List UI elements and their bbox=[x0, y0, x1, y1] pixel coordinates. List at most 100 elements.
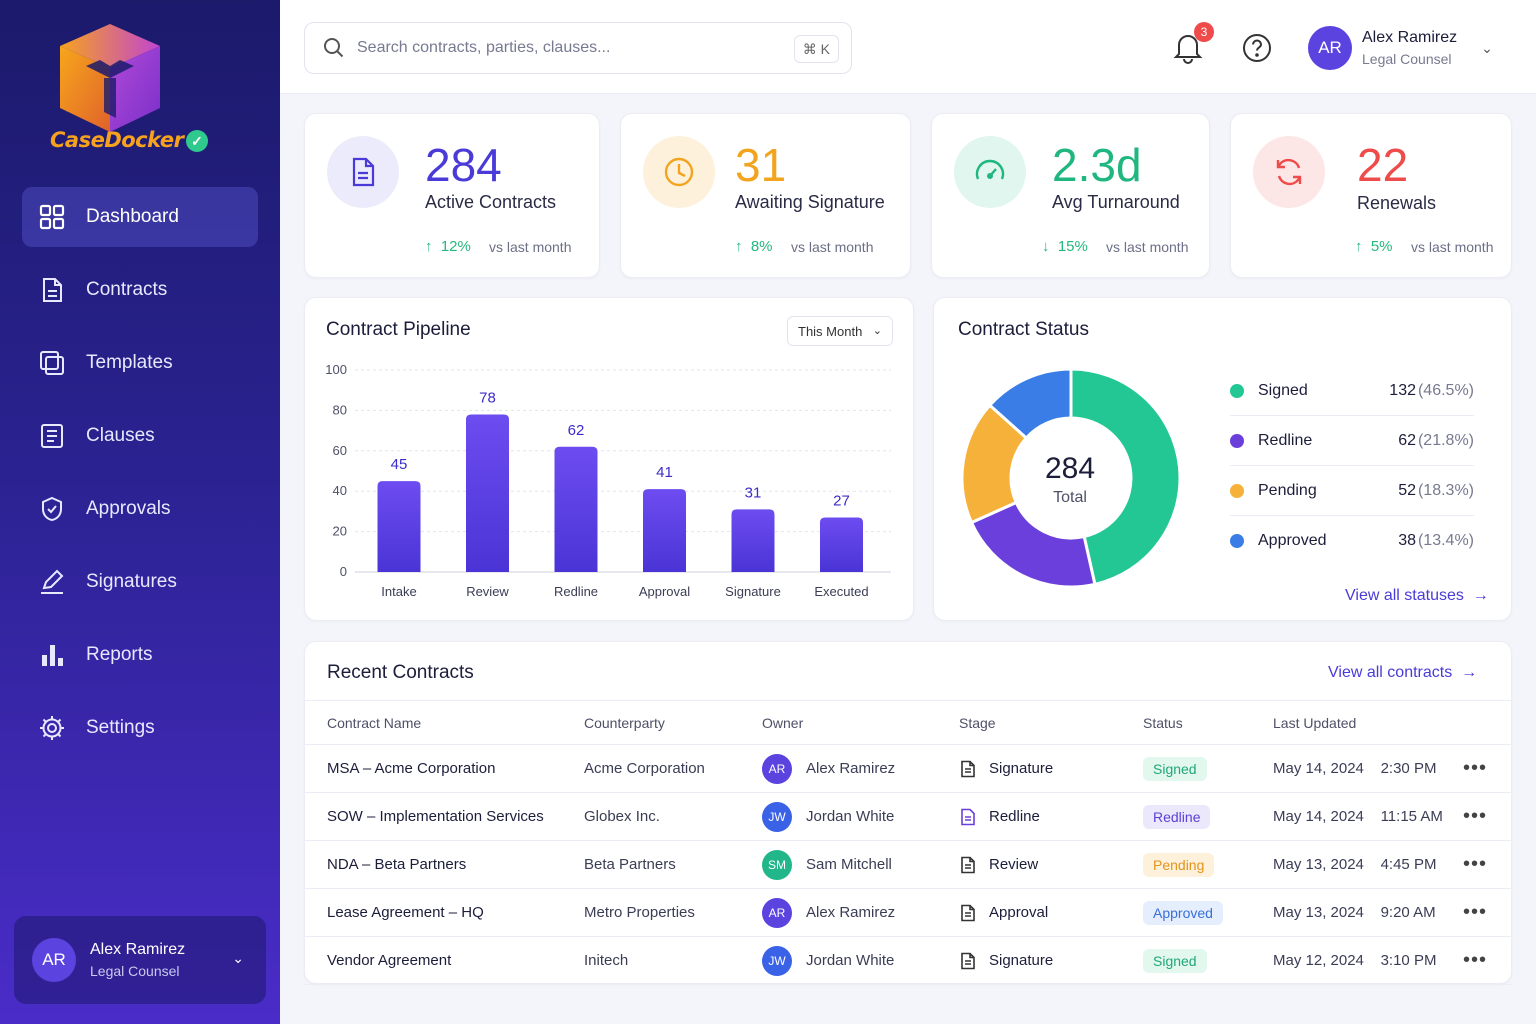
stage-cell: Redline bbox=[959, 792, 1143, 841]
gear-icon bbox=[38, 714, 66, 742]
donut-slice-redline[interactable] bbox=[969, 500, 1097, 589]
document-icon bbox=[961, 904, 975, 921]
bar[interactable] bbox=[554, 446, 598, 572]
more-options-icon[interactable]: ••• bbox=[1463, 757, 1488, 779]
status-cell: Redline bbox=[1143, 792, 1273, 841]
last-updated-cell: May 14, 2024 2:30 PM bbox=[1273, 744, 1463, 793]
contract-name[interactable]: MSA – Acme Corporation bbox=[305, 744, 584, 793]
sidebar-item-contracts[interactable]: Contracts bbox=[22, 260, 258, 320]
stat-card-awaiting-signature: 31 Awaiting Signature ↑ 8% vs last month bbox=[620, 113, 911, 278]
last-updated-cell: May 14, 2024 11:15 AM bbox=[1273, 792, 1463, 841]
pipeline-panel: Contract Pipeline This Month ⌄ 0 20 40 60 80… bbox=[304, 297, 914, 621]
more-options-icon[interactable]: ••• bbox=[1463, 805, 1488, 827]
link-label: View all contracts bbox=[1328, 664, 1453, 681]
chevron-down-icon[interactable]: ⌄ bbox=[232, 950, 244, 966]
bar[interactable] bbox=[377, 481, 421, 572]
date: May 14, 2024 bbox=[1273, 808, 1364, 825]
table-row[interactable]: MSA – Acme Corporation Acme Corporation … bbox=[305, 744, 1512, 793]
stat-label: Avg Turnaround bbox=[1052, 192, 1180, 212]
row-actions: ••• bbox=[1463, 936, 1512, 985]
stat-delta-value: 5% bbox=[1370, 238, 1393, 255]
contract-name[interactable]: Lease Agreement – HQ bbox=[305, 888, 584, 937]
column-header[interactable]: Stage bbox=[959, 700, 1143, 745]
view-all-statuses-link[interactable]: View all statuses → bbox=[1345, 587, 1489, 605]
y-tick-label: 0 bbox=[340, 564, 347, 579]
date: May 13, 2024 bbox=[1273, 904, 1364, 921]
sidebar-item-settings[interactable]: Settings bbox=[22, 698, 258, 758]
row-actions: ••• bbox=[1463, 744, 1512, 793]
search-input[interactable] bbox=[357, 39, 777, 57]
sidebar-user-card[interactable]: AR Alex Ramirez Legal Counsel ⌄ bbox=[14, 916, 266, 1004]
period-dropdown[interactable]: This Month ⌄ bbox=[787, 316, 893, 346]
stage-cell: Signature bbox=[959, 744, 1143, 793]
column-header[interactable]: Owner bbox=[762, 700, 959, 745]
sidebar-item-approvals[interactable]: Approvals bbox=[22, 479, 258, 539]
table-row[interactable]: Lease Agreement – HQ Metro Properties AR… bbox=[305, 888, 1512, 937]
more-options-icon[interactable]: ••• bbox=[1463, 949, 1488, 971]
time: 11:15 AM bbox=[1380, 808, 1443, 825]
stat-value: 22 bbox=[1357, 139, 1409, 191]
status-badge: Signed bbox=[1143, 756, 1207, 781]
status-badge: Signed bbox=[1143, 948, 1207, 973]
sidebar-item-dashboard[interactable]: Dashboard bbox=[22, 187, 258, 247]
bar[interactable] bbox=[731, 509, 775, 572]
stage-cell: Approval bbox=[959, 888, 1143, 937]
legend-item-signed: Signed 132 (46.5%) bbox=[1230, 366, 1474, 416]
contract-name[interactable]: Vendor Agreement bbox=[305, 936, 584, 985]
bar[interactable] bbox=[820, 517, 863, 572]
status-badge: Redline bbox=[1143, 804, 1211, 829]
verified-check-icon: ✓ bbox=[186, 130, 208, 152]
column-header[interactable]: Counterparty bbox=[584, 700, 762, 745]
contract-name[interactable]: NDA – Beta Partners bbox=[305, 840, 584, 889]
column-header[interactable]: Contract Name bbox=[305, 700, 584, 745]
avatar: AR bbox=[762, 753, 792, 784]
status-donut-chart bbox=[960, 367, 1182, 589]
arrow-right-icon: → bbox=[1456, 664, 1478, 681]
table-row[interactable]: SOW – Implementation Services Globex Inc… bbox=[305, 792, 1512, 841]
bar[interactable] bbox=[643, 489, 686, 572]
table-row[interactable]: NDA – Beta Partners Beta Partners SM Sam… bbox=[305, 840, 1512, 889]
sidebar-item-label: Dashboard bbox=[86, 206, 179, 227]
bar[interactable] bbox=[466, 414, 509, 572]
column-header[interactable]: Status bbox=[1143, 700, 1273, 745]
counterparty: Metro Properties bbox=[584, 888, 762, 937]
search-bar[interactable]: ⌘ K bbox=[304, 22, 852, 74]
y-tick-label: 60 bbox=[333, 443, 347, 458]
time: 9:20 AM bbox=[1380, 904, 1436, 921]
status-cell: Pending bbox=[1143, 840, 1273, 889]
donut-slice-approved[interactable] bbox=[987, 367, 1073, 441]
more-options-icon[interactable]: ••• bbox=[1463, 853, 1488, 875]
list-doc-icon bbox=[38, 422, 66, 450]
table-header-row: Contract Name Counterparty Owner Stage S… bbox=[305, 700, 1512, 745]
contract-name[interactable]: SOW – Implementation Services bbox=[305, 792, 584, 841]
y-tick-label: 80 bbox=[333, 402, 347, 417]
owner-cell: AR Alex Ramirez bbox=[762, 744, 959, 793]
stat-delta-value: 8% bbox=[750, 238, 773, 255]
sidebar-item-reports[interactable]: Reports bbox=[22, 625, 258, 685]
sidebar-item-signatures[interactable]: Signatures bbox=[22, 552, 258, 612]
sidebar-item-label: Signatures bbox=[86, 571, 177, 592]
x-tick-label: Review bbox=[466, 584, 509, 599]
legend-pct: (13.4%) bbox=[1417, 532, 1474, 549]
sidebar-item-templates[interactable]: Templates bbox=[22, 333, 258, 393]
sidebar-item-clauses[interactable]: Clauses bbox=[22, 406, 258, 466]
bell-icon[interactable] bbox=[1172, 30, 1204, 64]
user-name: Alex Ramirez bbox=[90, 941, 186, 958]
chevron-down-icon[interactable]: ⌄ bbox=[1481, 39, 1493, 56]
arrow-right-icon: → bbox=[1468, 587, 1489, 604]
panel-title: Recent Contracts bbox=[327, 662, 474, 683]
column-header[interactable]: Last Updated bbox=[1273, 700, 1463, 745]
help-icon[interactable] bbox=[1242, 33, 1272, 63]
donut-slice-signed[interactable] bbox=[1069, 367, 1182, 587]
logo-cube-icon bbox=[60, 24, 160, 132]
sidebar-item-label: Clauses bbox=[86, 425, 155, 446]
more-options-icon[interactable]: ••• bbox=[1463, 901, 1488, 923]
view-all-contracts-link[interactable]: View all contracts → bbox=[1328, 664, 1477, 682]
sidebar-item-label: Approvals bbox=[86, 498, 171, 519]
stage-label: Signature bbox=[989, 760, 1054, 777]
stat-compare: vs last month bbox=[1106, 239, 1189, 255]
stat-value: 2.3d bbox=[1052, 139, 1142, 191]
table-row[interactable]: Vendor Agreement Initech JW Jordan White… bbox=[305, 936, 1512, 985]
top-user-menu[interactable]: AR Alex Ramirez Legal Counsel ⌄ bbox=[1308, 26, 1493, 70]
donut-total-label: Total bbox=[1053, 489, 1087, 506]
